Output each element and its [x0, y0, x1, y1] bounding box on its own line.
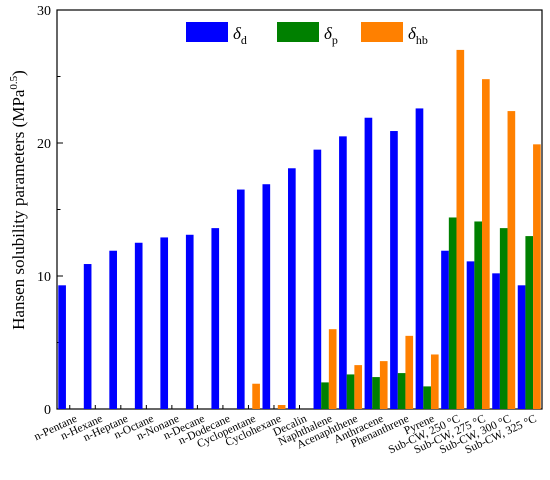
y-axis-label: Hansen solubility parameters (MPa0.5) [8, 70, 28, 330]
bar-d-18 [517, 285, 526, 409]
bar-p-17 [499, 228, 508, 409]
bar-d-11 [339, 136, 347, 409]
legend-label-d: δd [233, 24, 247, 47]
bar-p-12 [372, 377, 380, 409]
axes: 0 10 20 30 [37, 4, 543, 418]
bar-p-18 [525, 236, 534, 409]
bar-d-17 [492, 273, 500, 409]
y-tick-label: 20 [37, 137, 51, 152]
bar-p-15 [448, 217, 457, 409]
y-tick-label: 0 [44, 403, 51, 418]
bar-hb-12 [379, 361, 388, 409]
y-axis-label-close: ) [9, 70, 28, 76]
bar-d-5 [185, 234, 194, 409]
bar-p-13 [397, 373, 406, 409]
bar-d-14 [415, 108, 424, 410]
bar-d-16 [466, 261, 475, 409]
y-axis-label-sup: 0.5 [8, 75, 20, 89]
legend-label-hb: δhb [408, 24, 428, 47]
bar-d-1 [83, 264, 92, 409]
bar-d-0 [58, 285, 66, 409]
legend-label-p: δp [324, 24, 338, 47]
bar-hb-18 [533, 144, 541, 409]
bar-hb-7 [252, 383, 260, 409]
bar-hb-13 [405, 335, 414, 409]
bar-hb-8 [277, 405, 286, 409]
bar-hb-11 [354, 365, 363, 409]
bar-d-10 [313, 149, 322, 409]
legend-swatch-hb [361, 22, 403, 42]
bars [58, 49, 541, 410]
bar-hb-16 [482, 79, 490, 409]
bar-hb-15 [456, 49, 465, 410]
bar-p-11 [346, 374, 355, 409]
bar-d-4 [160, 237, 169, 409]
bar-d-12 [364, 117, 373, 409]
bar-p-14 [423, 386, 431, 409]
bar-d-7 [236, 189, 245, 409]
bar-hb-10 [328, 329, 337, 409]
bar-p-10 [321, 382, 329, 409]
y-tick-label: 30 [37, 4, 51, 19]
bar-d-6 [211, 228, 220, 409]
x-tick-labels: n-Pentanen-Hexanen-Heptanen-Octanen-Nona… [32, 413, 539, 457]
bar-d-2 [109, 250, 117, 409]
y-axis-label-main: Hansen solubility parameters (MPa [9, 89, 28, 330]
bar-p-16 [474, 221, 483, 409]
bar-d-13 [390, 131, 398, 409]
legend-swatch-d [186, 22, 228, 42]
bar-hb-17 [507, 111, 516, 409]
legend: δd δp δhb [186, 22, 428, 47]
bar-d-3 [134, 242, 143, 409]
y-tick-label: 10 [37, 270, 51, 285]
bar-d-8 [262, 184, 271, 409]
legend-swatch-p [277, 22, 319, 42]
bar-d-15 [441, 250, 449, 409]
bar-hb-14 [430, 354, 439, 409]
bar-d-9 [288, 168, 296, 409]
